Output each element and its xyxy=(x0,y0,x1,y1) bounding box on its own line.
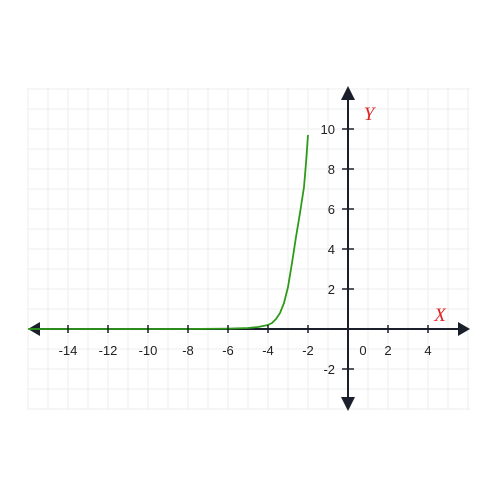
grid xyxy=(27,88,470,410)
x-tick-label: -6 xyxy=(222,343,234,358)
x-tick-label: 4 xyxy=(424,343,431,358)
x-axis-arrow-right xyxy=(458,322,470,336)
ticks: -14 -12 -10 -8 -6 -4 -2 0 2 4 -2 2 4 6 8 10 xyxy=(59,122,432,377)
y-axis-label: Y xyxy=(364,104,377,125)
x-tick-label: -10 xyxy=(139,343,158,358)
y-tick-label: 8 xyxy=(328,162,335,177)
y-axis-arrow-up xyxy=(341,86,355,100)
y-tick-label: 4 xyxy=(328,242,335,257)
x-tick-label: -14 xyxy=(59,343,78,358)
y-tick-label: 10 xyxy=(321,122,335,137)
y-tick-label: -2 xyxy=(323,362,335,377)
x-tick-label: 2 xyxy=(384,343,391,358)
y-tick-label: 2 xyxy=(328,282,335,297)
x-tick-label: -2 xyxy=(302,343,314,358)
x-axis-label: X xyxy=(433,305,447,326)
curves xyxy=(28,134,309,330)
y-tick-label: 6 xyxy=(328,202,335,217)
x-tick-label: -4 xyxy=(262,343,274,358)
x-tick-label: -8 xyxy=(182,343,194,358)
x-tick-label: 0 xyxy=(359,343,366,358)
x-tick-label: -12 xyxy=(99,343,118,358)
series-line xyxy=(28,134,309,330)
y-axis-arrow-down xyxy=(341,397,355,411)
